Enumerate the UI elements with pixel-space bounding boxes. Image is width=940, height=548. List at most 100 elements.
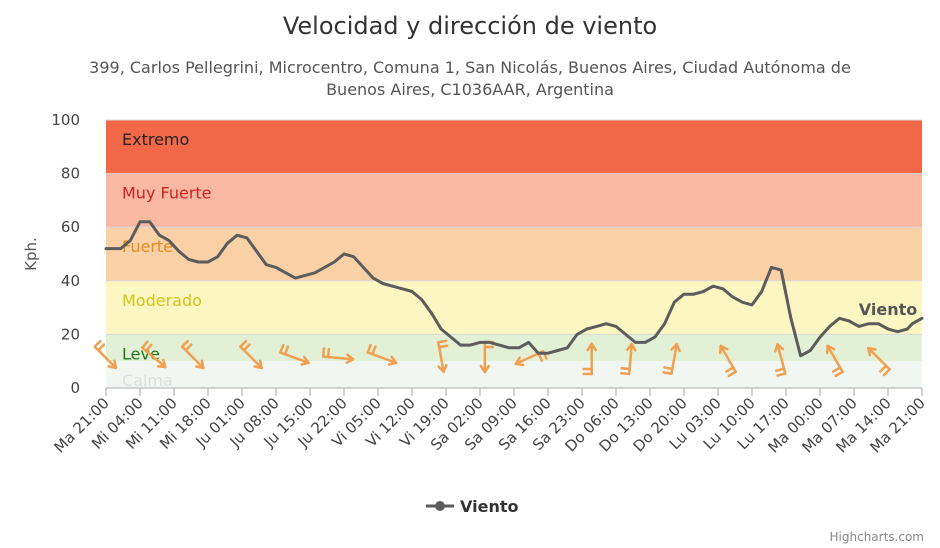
data-point[interactable] bbox=[303, 274, 307, 277]
data-point[interactable] bbox=[920, 317, 924, 320]
legend-label[interactable]: Viento bbox=[460, 497, 518, 516]
data-point[interactable] bbox=[158, 234, 161, 237]
data-point[interactable] bbox=[682, 293, 686, 296]
data-point[interactable] bbox=[265, 263, 268, 266]
data-point[interactable] bbox=[886, 327, 890, 331]
data-point[interactable] bbox=[410, 290, 414, 293]
data-point[interactable] bbox=[595, 325, 598, 328]
data-point[interactable] bbox=[779, 268, 783, 272]
data-point[interactable] bbox=[148, 220, 151, 224]
data-point[interactable] bbox=[857, 325, 861, 328]
data-point[interactable] bbox=[643, 341, 647, 344]
data-point[interactable] bbox=[711, 284, 715, 288]
data-point[interactable] bbox=[809, 349, 812, 352]
data-point[interactable] bbox=[507, 346, 511, 349]
data-point[interactable] bbox=[673, 301, 676, 304]
data-point[interactable] bbox=[605, 322, 608, 325]
data-point[interactable] bbox=[371, 276, 375, 280]
data-point[interactable] bbox=[129, 239, 132, 242]
data-point[interactable] bbox=[828, 325, 831, 328]
data-point[interactable] bbox=[119, 247, 122, 250]
data-point[interactable] bbox=[206, 260, 210, 264]
data-point[interactable] bbox=[187, 258, 190, 261]
data-point[interactable] bbox=[527, 341, 530, 344]
data-point[interactable] bbox=[104, 247, 108, 250]
data-point[interactable] bbox=[333, 260, 336, 264]
data-point[interactable] bbox=[167, 239, 171, 242]
data-point[interactable] bbox=[789, 317, 793, 320]
data-point[interactable] bbox=[420, 298, 423, 301]
wind-arrow-head bbox=[162, 358, 167, 369]
y-axis-label: Kph. bbox=[22, 237, 40, 271]
data-point[interactable] bbox=[381, 282, 385, 285]
data-point[interactable] bbox=[478, 341, 482, 344]
series-viento[interactable] bbox=[104, 220, 924, 358]
y-tick-label: 40 bbox=[61, 272, 80, 290]
data-point[interactable] bbox=[770, 266, 773, 269]
data-point[interactable] bbox=[391, 284, 394, 288]
data-point[interactable] bbox=[760, 290, 763, 293]
data-point[interactable] bbox=[459, 343, 462, 347]
data-point[interactable] bbox=[216, 255, 219, 258]
data-point[interactable] bbox=[517, 346, 521, 349]
data-point[interactable] bbox=[255, 250, 258, 253]
wind-arrow-barb bbox=[662, 371, 673, 376]
wind-arrow-barb bbox=[371, 345, 377, 356]
wind-arrow-head bbox=[773, 343, 779, 353]
wind-arrow-head bbox=[483, 364, 491, 374]
data-point[interactable] bbox=[294, 276, 297, 280]
data-point[interactable] bbox=[401, 287, 404, 291]
data-point[interactable] bbox=[469, 343, 472, 347]
data-point[interactable] bbox=[342, 252, 346, 256]
data-point[interactable] bbox=[721, 287, 725, 291]
data-point[interactable] bbox=[585, 327, 589, 331]
band-fuerte bbox=[106, 227, 922, 281]
data-point[interactable] bbox=[741, 301, 744, 304]
data-point[interactable] bbox=[877, 322, 880, 325]
data-point[interactable] bbox=[911, 322, 914, 325]
data-point[interactable] bbox=[430, 311, 433, 315]
data-point[interactable] bbox=[896, 330, 899, 333]
data-point[interactable] bbox=[556, 349, 559, 352]
data-point[interactable] bbox=[362, 266, 365, 269]
data-point[interactable] bbox=[624, 333, 627, 336]
data-point[interactable] bbox=[138, 220, 142, 224]
wind-arrow-head bbox=[626, 342, 634, 351]
band-extremo bbox=[106, 120, 922, 174]
data-point[interactable] bbox=[614, 325, 618, 328]
data-point[interactable] bbox=[177, 250, 181, 253]
data-point[interactable] bbox=[663, 322, 666, 325]
data-point[interactable] bbox=[439, 327, 443, 331]
data-point[interactable] bbox=[847, 319, 851, 323]
data-point[interactable] bbox=[537, 351, 540, 355]
data-point[interactable] bbox=[818, 335, 822, 339]
data-point[interactable] bbox=[226, 242, 229, 245]
data-point[interactable] bbox=[575, 333, 579, 336]
data-point[interactable] bbox=[634, 341, 637, 344]
data-point[interactable] bbox=[284, 271, 287, 274]
legend-dot-marker bbox=[435, 501, 445, 511]
data-point[interactable] bbox=[488, 341, 491, 344]
credits-link[interactable]: Highcharts.com bbox=[830, 530, 924, 544]
data-point[interactable] bbox=[323, 266, 326, 269]
legend[interactable]: Viento bbox=[426, 497, 518, 516]
data-point[interactable] bbox=[245, 236, 249, 240]
data-point[interactable] bbox=[867, 322, 870, 325]
data-point[interactable] bbox=[838, 317, 841, 320]
data-point[interactable] bbox=[653, 335, 657, 339]
data-point[interactable] bbox=[566, 346, 569, 349]
data-point[interactable] bbox=[799, 354, 802, 358]
data-point[interactable] bbox=[313, 271, 317, 274]
data-point[interactable] bbox=[449, 335, 453, 339]
data-point[interactable] bbox=[352, 255, 355, 258]
data-point[interactable] bbox=[731, 295, 734, 299]
data-point[interactable] bbox=[906, 327, 909, 331]
data-point[interactable] bbox=[702, 290, 705, 293]
data-point[interactable] bbox=[750, 303, 754, 307]
data-point[interactable] bbox=[197, 260, 200, 264]
data-point[interactable] bbox=[274, 266, 278, 269]
data-point[interactable] bbox=[546, 351, 550, 355]
data-point[interactable] bbox=[692, 293, 695, 296]
data-point[interactable] bbox=[498, 343, 501, 347]
data-point[interactable] bbox=[235, 234, 239, 237]
